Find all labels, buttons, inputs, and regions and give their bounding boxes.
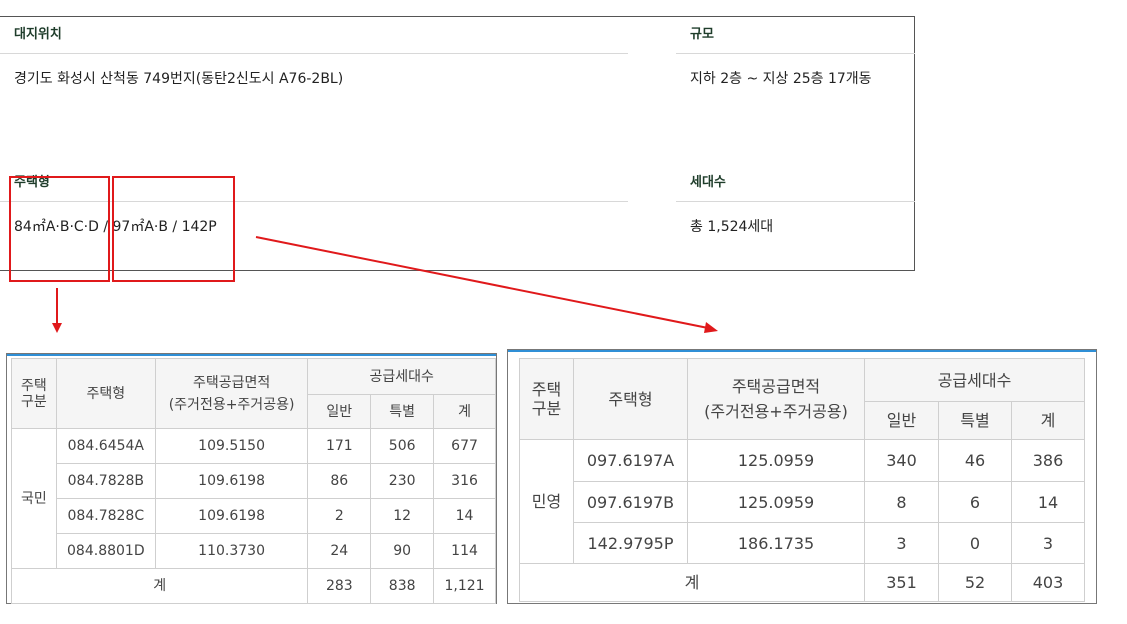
table-row: 민영 097.6197A 125.0959 340 46 386 <box>519 439 1085 564</box>
special-cell: 90 <box>370 533 435 569</box>
header-special: 특별 <box>370 394 435 429</box>
total-cell: 3 <box>1011 522 1085 564</box>
arrow-down-head <box>52 323 62 333</box>
header-supply: 공급세대수 <box>307 358 496 395</box>
type-cell: 084.8801D <box>55 533 156 569</box>
scale-cell: 규모 지하 2층 ~ 지상 25층 17개동 <box>676 16 915 88</box>
category-cell: 국민 <box>11 428 57 569</box>
scale-label: 규모 <box>676 16 915 54</box>
general-cell: 86 <box>307 463 372 499</box>
header-area-main: 주택공급면적 <box>731 377 821 396</box>
header-area: 주택공급면적 (주거전용+주거공용) <box>154 358 309 429</box>
header-special: 특별 <box>938 401 1012 440</box>
sum-total: 1,121 <box>433 568 496 604</box>
area-cell: 109.6198 <box>154 498 309 534</box>
sum-special: 52 <box>938 563 1012 602</box>
sum-label: 계 <box>519 563 865 602</box>
area-cell: 109.6198 <box>154 463 309 499</box>
total-cell: 14 <box>1011 481 1085 523</box>
special-cell: 506 <box>370 428 435 464</box>
special-cell: 6 <box>938 481 1012 523</box>
header-type: 주택형 <box>573 358 688 440</box>
table-row: 084.7828C 109.6198 2 12 14 <box>12 498 496 534</box>
general-cell: 2 <box>307 498 372 534</box>
header-total: 계 <box>433 394 496 429</box>
general-cell: 171 <box>307 428 372 464</box>
sum-row: 계 351 52 403 <box>519 563 1085 602</box>
type-cell: 097.6197B <box>573 481 688 523</box>
sum-general: 283 <box>307 568 372 604</box>
total-cell: 14 <box>433 498 496 534</box>
header-area-main: 주택공급면적 <box>192 374 271 391</box>
units-label: 세대수 <box>676 164 915 202</box>
header-area: 주택공급면적 (주거전용+주거공용) <box>687 358 865 440</box>
special-cell: 0 <box>938 522 1012 564</box>
header-area-sub: (주거전용+주거공용) <box>704 402 848 421</box>
location-cell: 대지위치 경기도 화성시 산척동 749번지(동탄2신도시 A76-2BL) <box>0 16 628 88</box>
special-cell: 12 <box>370 498 435 534</box>
special-cell: 46 <box>938 439 1012 482</box>
sum-label: 계 <box>10 568 309 604</box>
supply-table-private: 주택 구분 주택형 주택공급면적 (주거전용+주거공용) 공급세대수 일반 특별… <box>507 349 1097 604</box>
area-cell: 125.0959 <box>687 481 865 523</box>
type-cell: 084.6454A <box>55 428 156 464</box>
housing-type-cell: 주택형 84㎡A·B·C·D / 97㎡A·B / 142P <box>0 164 628 236</box>
supply-table-private-grid: 주택 구분 주택형 주택공급면적 (주거전용+주거공용) 공급세대수 일반 특별… <box>519 358 1085 602</box>
table-row: 084.7828B 109.6198 86 230 316 <box>12 463 496 499</box>
table-row: 국민 084.6454A 109.5150 171 506 677 <box>11 428 496 569</box>
supply-table-national-grid: 주택 구분 주택형 주택공급면적 (주거전용+주거공용) 공급세대수 일반 특별… <box>10 358 496 604</box>
general-cell: 24 <box>307 533 372 569</box>
location-label: 대지위치 <box>0 16 628 54</box>
total-cell: 386 <box>1011 439 1085 482</box>
sum-row: 계 283 838 1,121 <box>10 568 496 604</box>
area-cell: 109.5150 <box>154 428 309 464</box>
type-cell: 084.7828C <box>55 498 156 534</box>
housing-type-value: 84㎡A·B·C·D / 97㎡A·B / 142P <box>14 219 217 235</box>
table-row: 097.6197B 125.0959 8 6 14 <box>520 481 1085 523</box>
total-cell: 316 <box>433 463 496 499</box>
area-cell: 125.0959 <box>687 439 865 482</box>
header-general: 일반 <box>864 401 939 440</box>
header-area-sub: (주거전용+주거공용) <box>168 396 295 413</box>
total-cell: 677 <box>433 428 496 464</box>
location-value: 경기도 화성시 산척동 749번지(동탄2신도시 A76-2BL) <box>14 71 344 87</box>
type-cell: 097.6197A <box>573 439 688 482</box>
header-type: 주택형 <box>55 358 156 429</box>
header-supply: 공급세대수 <box>864 358 1085 402</box>
highlight-box-84 <box>9 176 110 282</box>
area-cell: 110.3730 <box>154 533 309 569</box>
general-cell: 3 <box>864 522 939 564</box>
sum-special: 838 <box>370 568 435 604</box>
type-cell: 084.7828B <box>55 463 156 499</box>
table-row: 084.8801D 110.3730 24 90 114 <box>12 533 496 569</box>
sum-general: 351 <box>864 563 939 602</box>
table-row: 142.9795P 186.1735 3 0 3 <box>520 522 1085 564</box>
header-total: 계 <box>1011 401 1085 440</box>
type-cell: 142.9795P <box>573 522 688 564</box>
scale-value: 지하 2층 ~ 지상 25층 17개동 <box>690 71 872 87</box>
area-cell: 186.1735 <box>687 522 865 564</box>
category-cell: 민영 <box>519 439 574 564</box>
general-cell: 8 <box>864 481 939 523</box>
supply-table-national: 주택 구분 주택형 주택공급면적 (주거전용+주거공용) 공급세대수 일반 특별… <box>6 353 497 604</box>
general-cell: 340 <box>864 439 939 482</box>
header-general: 일반 <box>307 394 372 429</box>
special-cell: 230 <box>370 463 435 499</box>
units-value: 총 1,524세대 <box>690 219 774 235</box>
units-cell: 세대수 총 1,524세대 <box>676 164 915 236</box>
sum-total: 403 <box>1011 563 1085 602</box>
header-category: 주택 구분 <box>11 358 57 429</box>
arrow-right-head <box>704 322 718 333</box>
header-category: 주택 구분 <box>519 358 574 440</box>
housing-type-label: 주택형 <box>0 164 628 202</box>
highlight-box-97-142 <box>112 176 235 282</box>
total-cell: 114 <box>433 533 496 569</box>
